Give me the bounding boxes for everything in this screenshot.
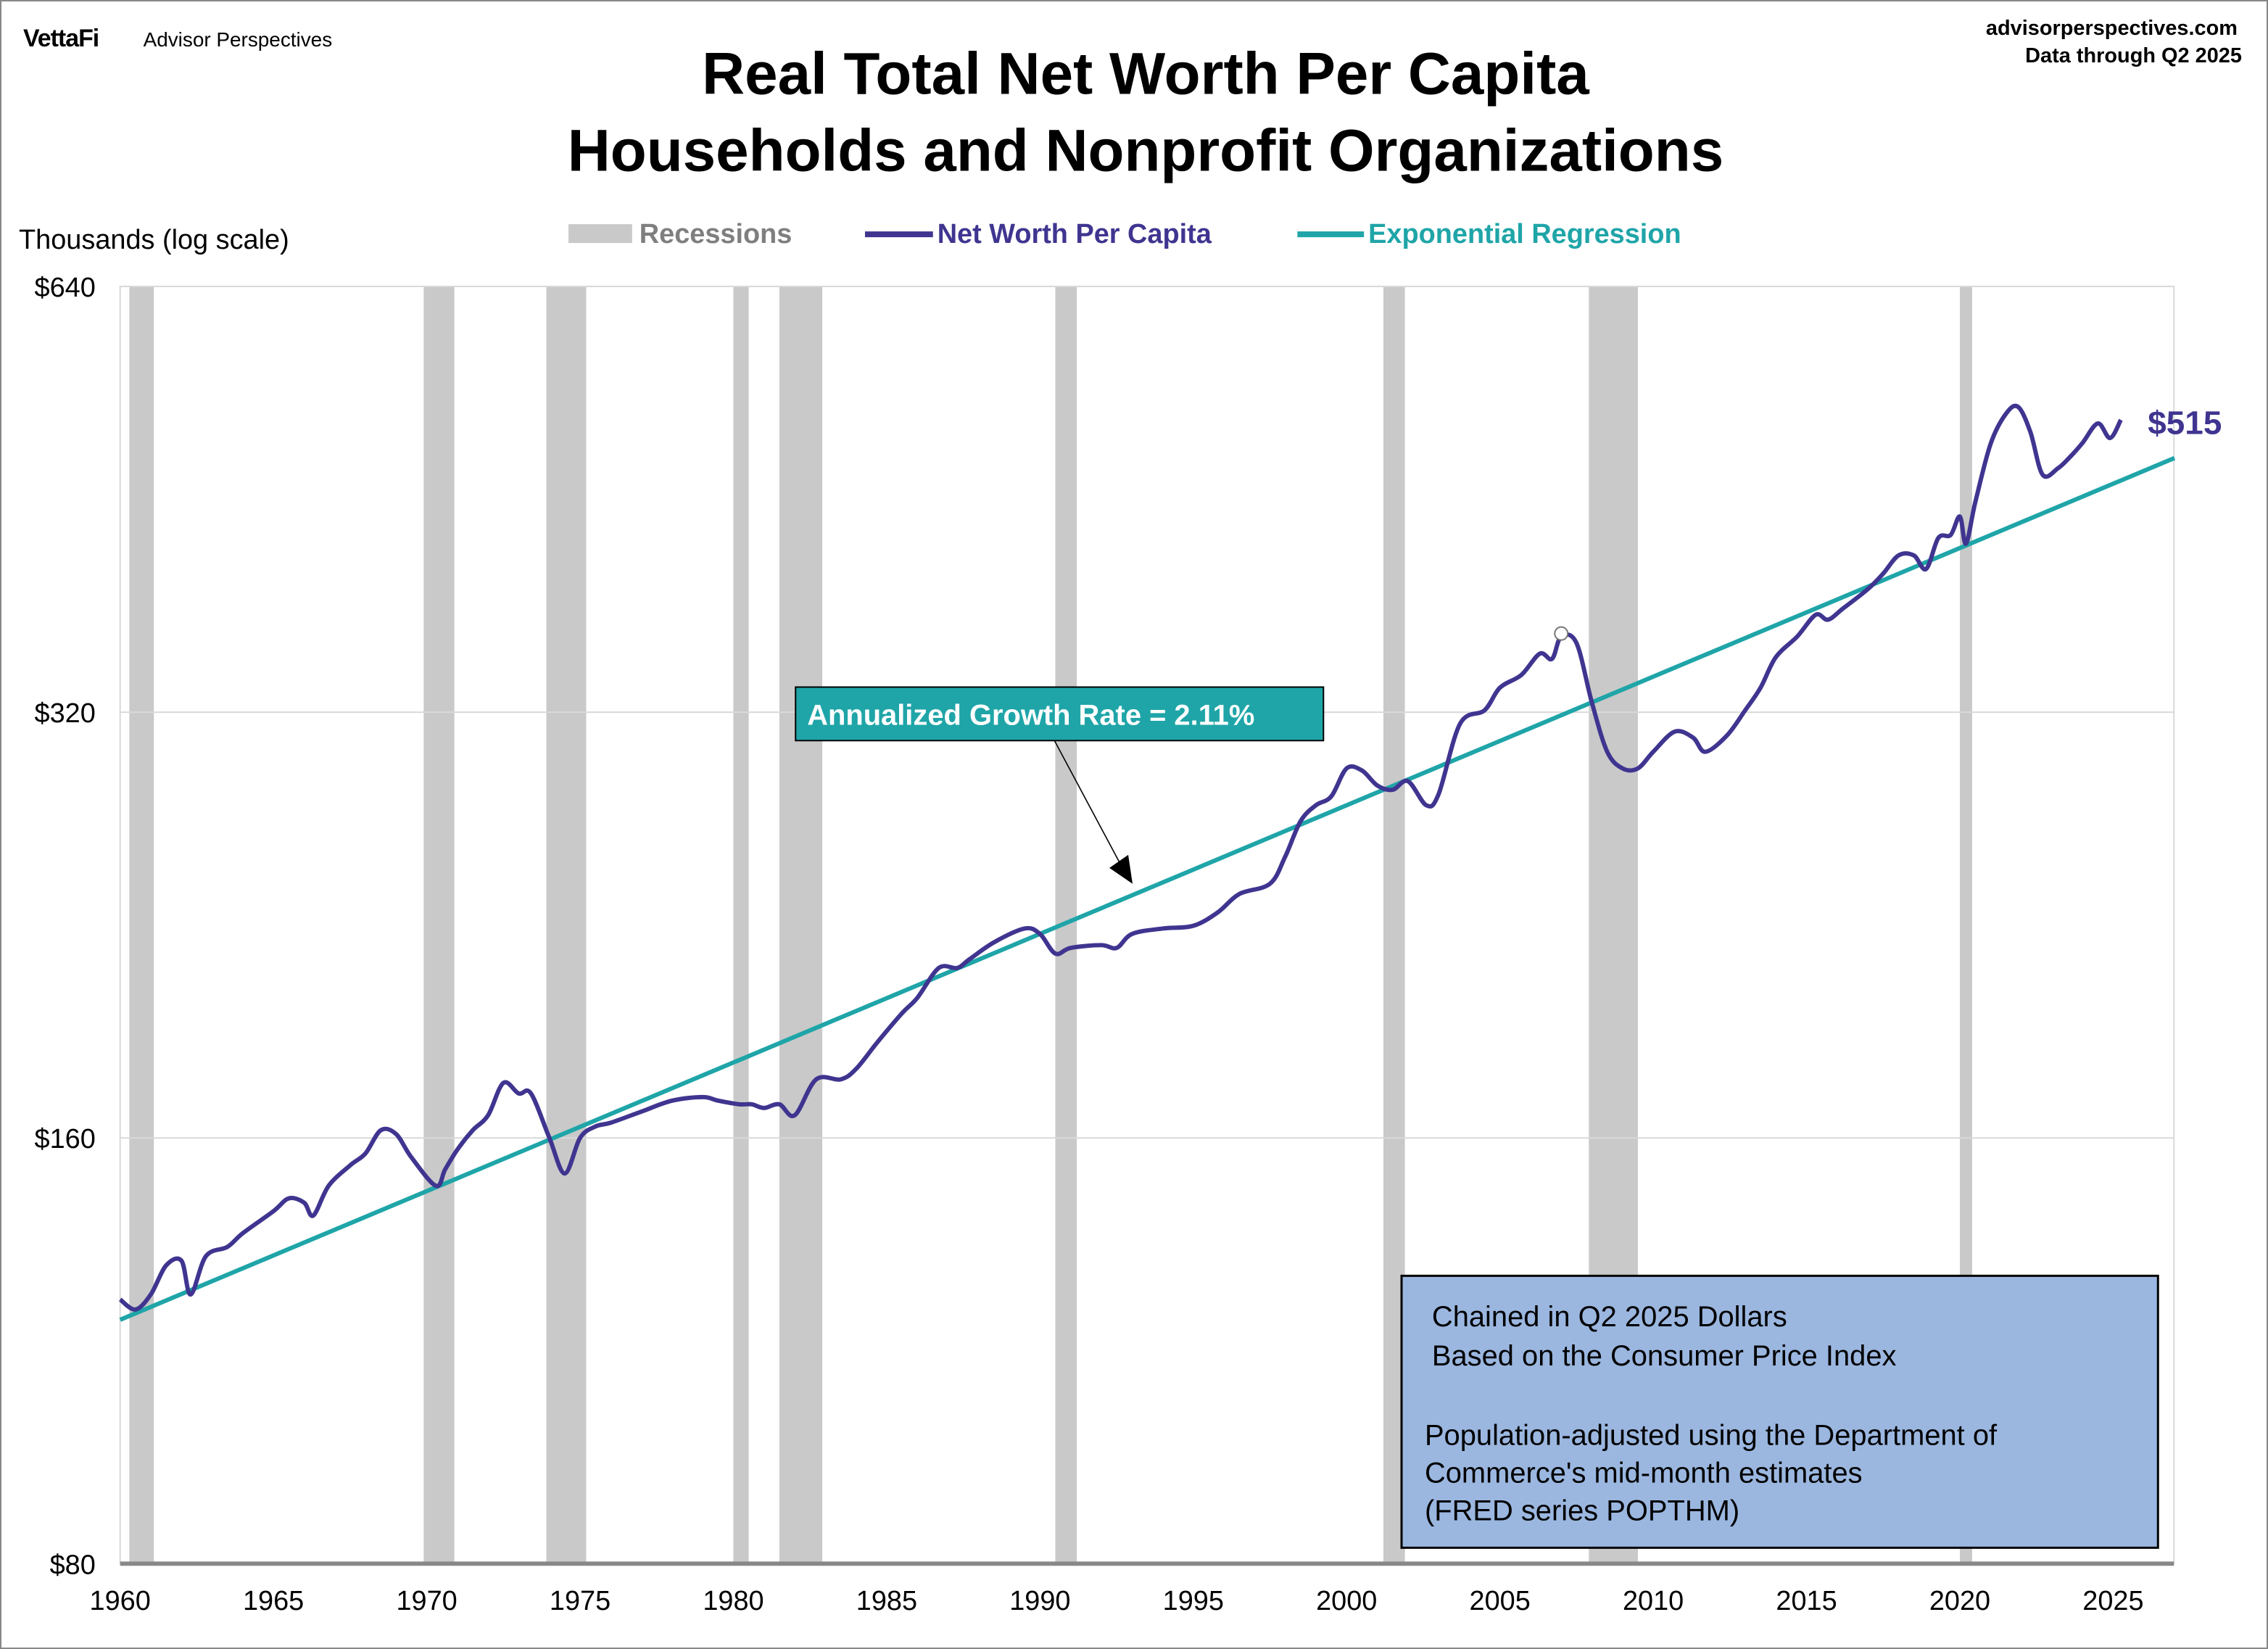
regression-line (119, 455, 2176, 1322)
x-tick-label: 2000 (1316, 1586, 1377, 1616)
x-tick-label: 1985 (856, 1586, 917, 1616)
x-tick-label: 1970 (396, 1586, 457, 1616)
x-tick-label: 2010 (1623, 1586, 1684, 1616)
growth-annotation: Annualized Growth Rate = 2.11% (795, 686, 1325, 884)
note-box: Chained in Q2 2025 Dollars Based on the … (1400, 1274, 2159, 1549)
x-tick-label: 2025 (2082, 1586, 2143, 1616)
chart-title: Real Total Net Worth Per Capita (702, 41, 1589, 107)
site-url: advisorperspectives.com (1986, 17, 2238, 40)
x-tick-label: 1975 (550, 1586, 611, 1616)
x-tick-label: 1995 (1163, 1586, 1224, 1616)
legend-label-net-worth: Net Worth Per Capita (938, 219, 1212, 249)
x-tick-label: 1965 (243, 1586, 304, 1616)
arrow-head-icon (1109, 854, 1133, 884)
last-value-label: $515 (2148, 403, 2222, 441)
note-box-background (1400, 1274, 2159, 1549)
y-axis-label: Thousands (log scale) (19, 225, 289, 255)
recession-band (546, 286, 587, 1564)
brand-subtitle: Advisor Perspectives (144, 28, 333, 51)
x-axis-ticks: 1960 1965 1970 1975 1980 1985 1990 1995 2000 2005… (90, 1586, 2144, 1616)
legend-swatch-recessions (568, 224, 632, 244)
legend-label-regression: Exponential Regression (1368, 219, 1681, 249)
brand-logo: VettaFi (23, 25, 99, 52)
x-tick-label: 1990 (1009, 1586, 1070, 1616)
x-tick-label: 2005 (1470, 1586, 1531, 1616)
recession-band (129, 286, 154, 1564)
recession-band (733, 286, 749, 1564)
chart-subtitle: Households and Nonprofit Organizations (568, 117, 1723, 183)
recession-band (779, 286, 823, 1564)
y-tick-label: $80 (50, 1550, 96, 1580)
growth-rate-box (795, 686, 1325, 742)
note-line: Chained in Q2 2025 Dollars (1432, 1301, 1787, 1333)
y-tick-label: $640 (35, 273, 96, 303)
recession-band (1959, 286, 1972, 1564)
peak-marker (1554, 626, 1569, 641)
legend: Recessions Net Worth Per Capita Exponent… (568, 219, 1681, 249)
x-tick-label: 2020 (1929, 1586, 1990, 1616)
x-tick-label: 2015 (1776, 1586, 1837, 1616)
note-line: Population-adjusted using the Department… (1425, 1420, 1998, 1452)
net-worth-line (118, 403, 2123, 1312)
header: VettaFi Advisor Perspectives advisorpers… (19, 17, 2242, 255)
note-line: (FRED series POPTHM) (1425, 1495, 1739, 1526)
y-axis-ticks: $80 $160 $320 $640 (35, 273, 96, 1580)
note-line: Based on the Consumer Price Index (1432, 1340, 1897, 1372)
y-tick-label: $160 (35, 1124, 96, 1154)
series (118, 403, 2176, 1322)
legend-label-recessions: Recessions (640, 219, 792, 249)
growth-arrow (1054, 740, 1123, 869)
x-tick-label: 1960 (90, 1586, 151, 1616)
x-tick-label: 1980 (703, 1586, 763, 1616)
note-line: Commerce's mid-month estimates (1425, 1458, 1863, 1489)
recession-band (423, 286, 455, 1564)
data-through: Data through Q2 2025 (2025, 44, 2242, 67)
growth-rate-label: Annualized Growth Rate = 2.11% (807, 699, 1254, 731)
y-tick-label: $320 (35, 698, 96, 729)
